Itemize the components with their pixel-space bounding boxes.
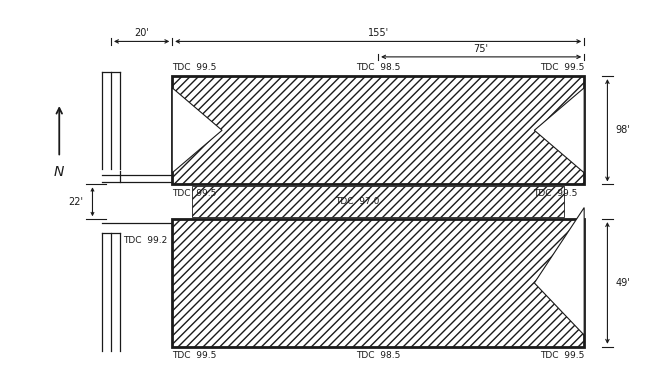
- Text: TDC  97.0: TDC 97.0: [336, 197, 380, 206]
- Text: TDC  99.5: TDC 99.5: [533, 189, 578, 198]
- Text: TDC  99.5: TDC 99.5: [172, 351, 216, 360]
- Text: TDC  99.5: TDC 99.5: [172, 189, 216, 198]
- Text: 20': 20': [134, 28, 149, 38]
- Text: TDC  99.5: TDC 99.5: [540, 63, 584, 72]
- Text: TDC  98.5: TDC 98.5: [356, 63, 401, 72]
- Polygon shape: [192, 186, 564, 217]
- Polygon shape: [172, 76, 584, 184]
- Text: 98': 98': [616, 125, 630, 135]
- Text: TDC  99.5: TDC 99.5: [540, 351, 584, 360]
- Text: TDC  98.5: TDC 98.5: [356, 351, 401, 360]
- Polygon shape: [172, 88, 222, 173]
- Text: 49': 49': [616, 278, 630, 288]
- Text: 22': 22': [68, 197, 83, 207]
- Polygon shape: [535, 208, 584, 335]
- Text: 75': 75': [474, 44, 488, 54]
- Text: 155': 155': [368, 28, 389, 38]
- Text: TDC  99.5: TDC 99.5: [172, 63, 216, 72]
- Polygon shape: [535, 88, 584, 173]
- Polygon shape: [172, 219, 584, 347]
- Text: N: N: [54, 165, 64, 179]
- Text: TDC  99.2: TDC 99.2: [123, 236, 168, 245]
